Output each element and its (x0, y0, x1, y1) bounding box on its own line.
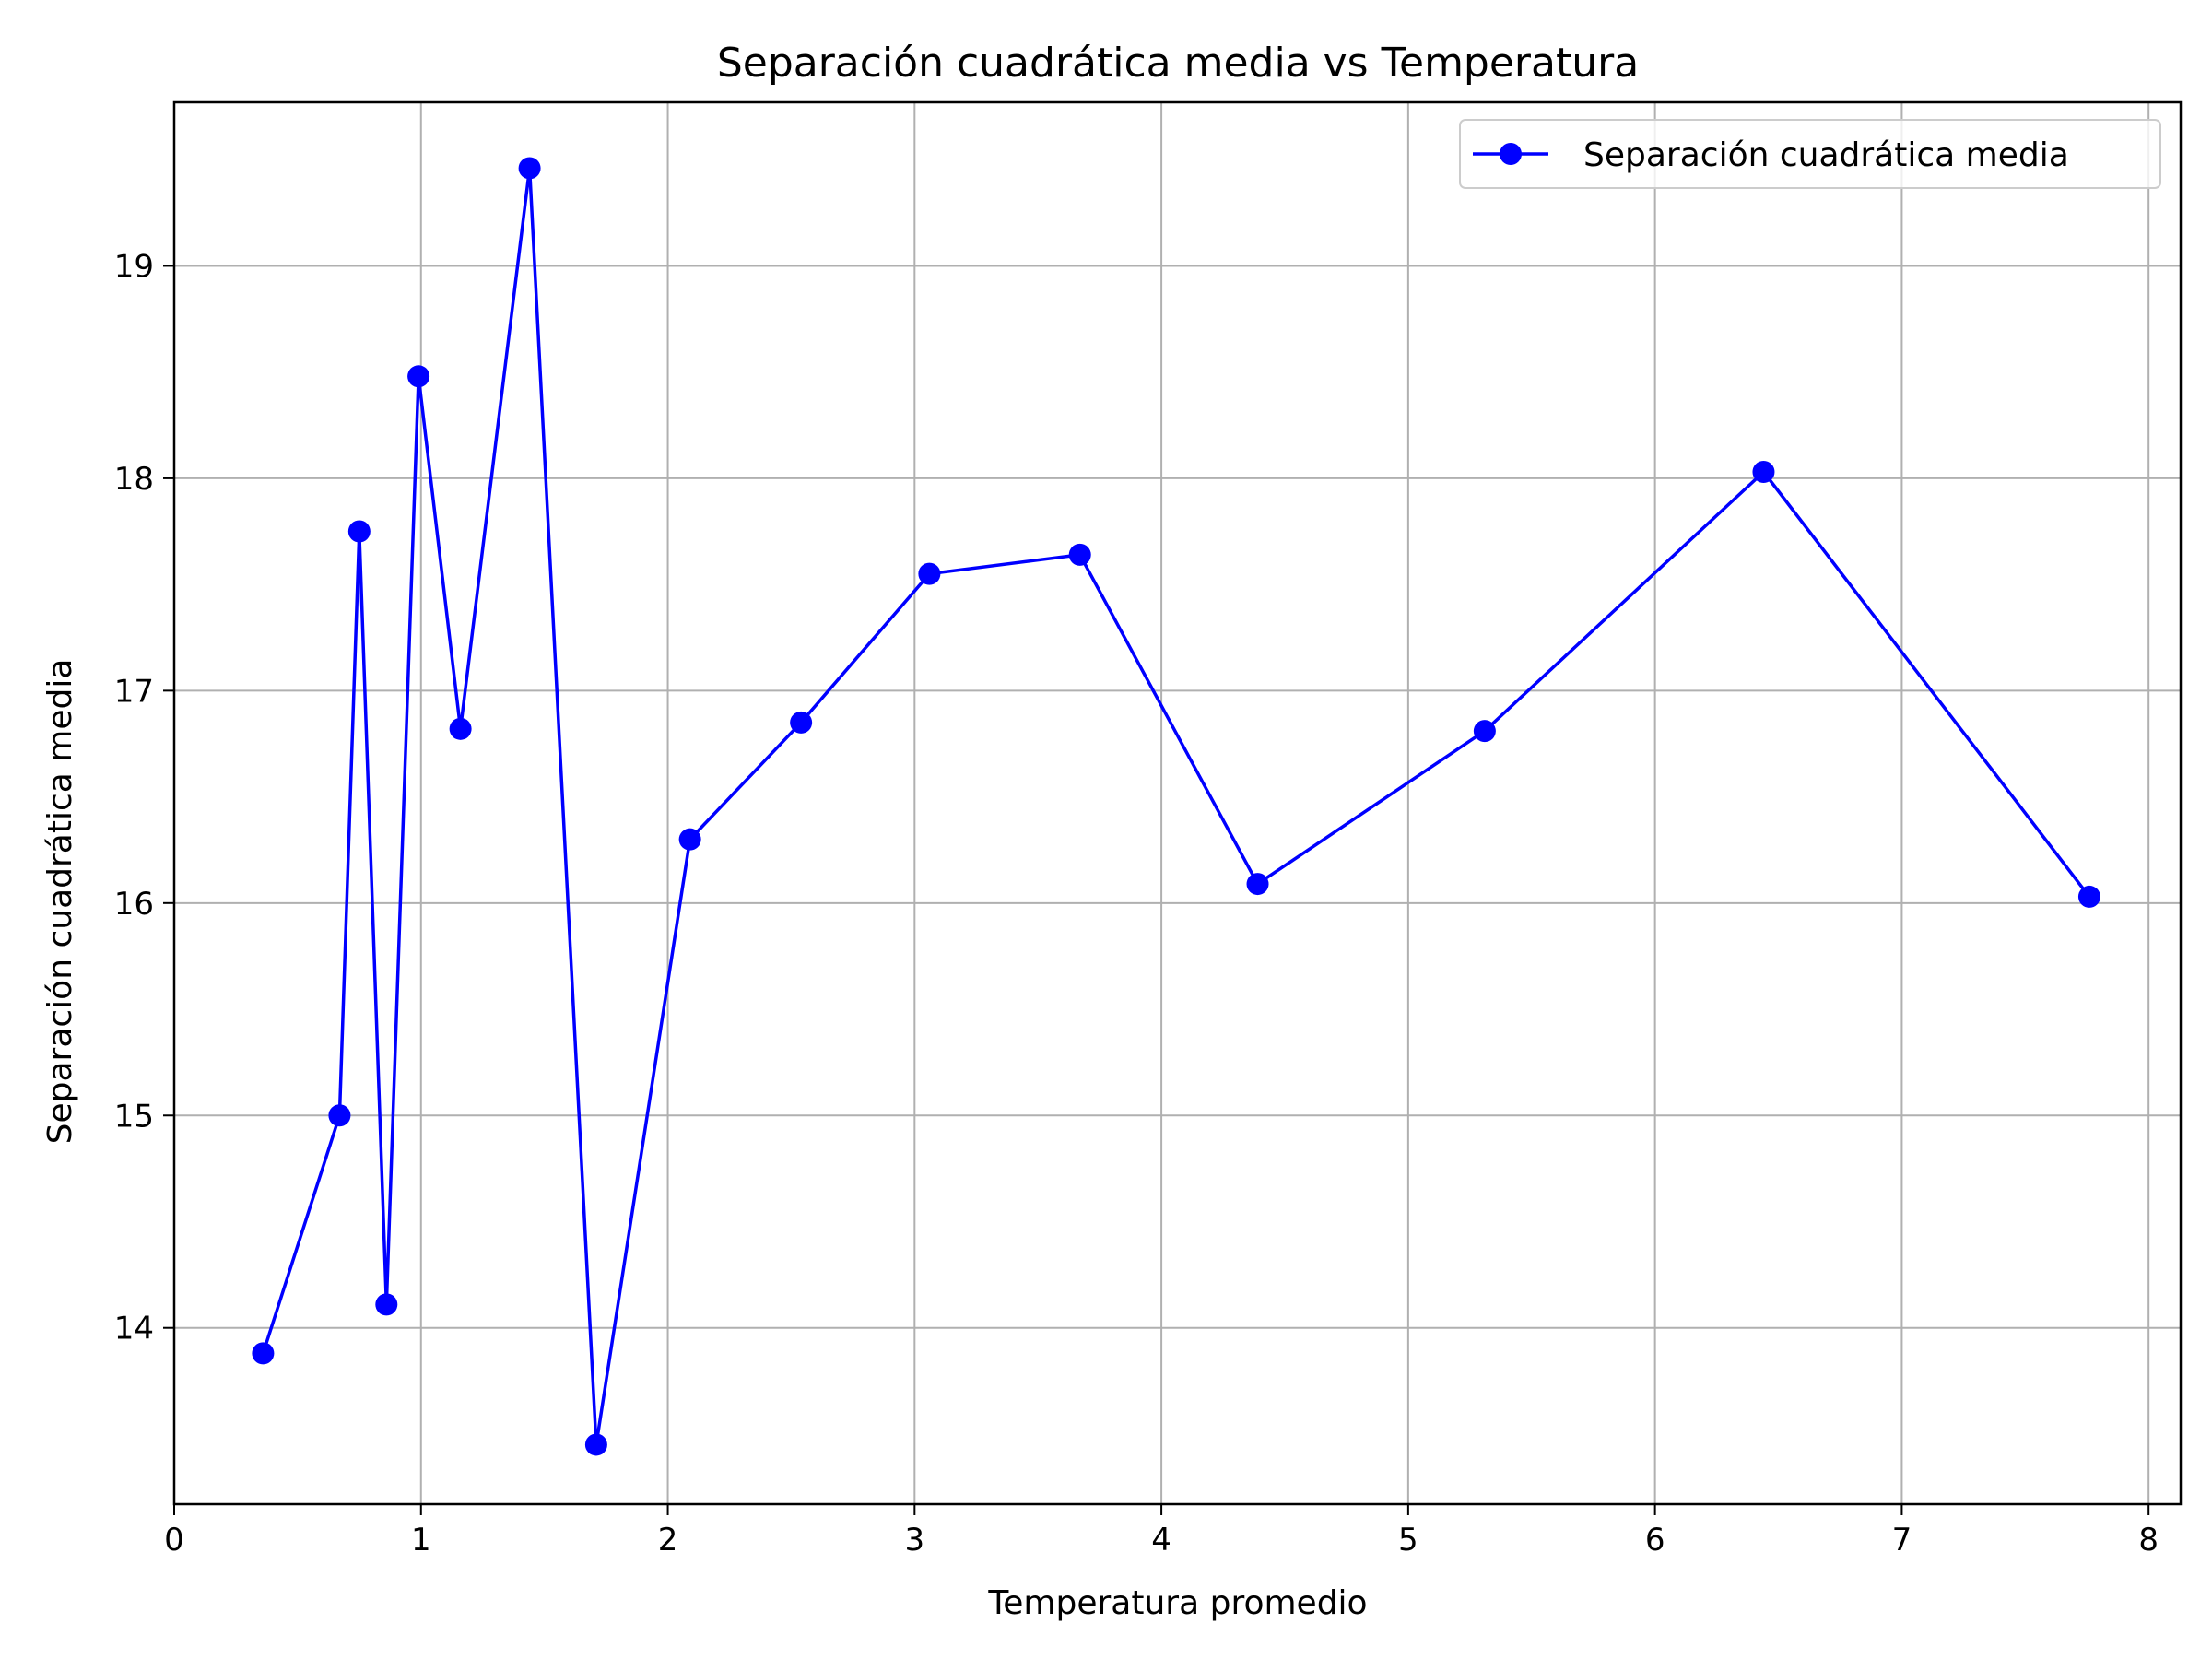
x-axis-ticks: 0 1 2 3 4 5 6 7 8 (164, 1504, 2159, 1559)
data-point (375, 1293, 398, 1316)
data-point (1068, 543, 1091, 566)
y-axis-label: Separación cuadrática media (41, 659, 79, 1145)
data-point (1473, 720, 1496, 743)
data-point (347, 520, 371, 543)
x-axis-label: Temperatura promedio (987, 1584, 1367, 1622)
legend: Separación cuadrática media (1459, 119, 2161, 189)
data-point (449, 717, 472, 740)
y-tick-label: 14 (114, 1311, 154, 1347)
chart-title: Separación cuadrática media vs Temperatu… (717, 40, 1639, 87)
legend-marker-swatch (1500, 143, 1522, 165)
x-tick-label: 3 (905, 1522, 925, 1559)
y-tick-label: 18 (114, 461, 154, 498)
x-tick-label: 1 (411, 1522, 431, 1559)
data-point (328, 1104, 351, 1127)
grid (173, 102, 2181, 1504)
x-tick-label: 8 (2138, 1522, 2159, 1559)
legend-box (1459, 119, 2161, 189)
y-tick-label: 16 (114, 886, 154, 923)
y-axis-ticks: 14 15 16 17 18 19 (114, 248, 174, 1347)
x-tick-label: 0 (164, 1522, 184, 1559)
data-point (2077, 885, 2100, 908)
x-tick-label: 7 (1892, 1522, 1912, 1559)
data-point (1752, 460, 1775, 483)
data-point (252, 1342, 275, 1365)
x-tick-label: 6 (1645, 1522, 1665, 1559)
series-layer (252, 157, 2100, 1456)
series-line (261, 166, 2091, 1447)
x-tick-label: 5 (1398, 1522, 1418, 1559)
x-tick-label: 4 (1151, 1522, 1171, 1559)
data-point (407, 365, 430, 388)
y-tick-label: 15 (114, 1098, 154, 1135)
legend-label: Separación cuadrática media (1583, 136, 2069, 174)
data-point (518, 157, 541, 180)
plot-area-frame (172, 100, 2183, 1506)
y-tick-label: 19 (114, 248, 154, 285)
data-point (790, 711, 813, 734)
data-point (584, 1433, 607, 1456)
y-tick-label: 17 (114, 673, 154, 710)
data-point (1246, 873, 1269, 896)
x-tick-label: 2 (658, 1522, 678, 1559)
data-point (918, 562, 941, 585)
data-point (678, 828, 701, 851)
